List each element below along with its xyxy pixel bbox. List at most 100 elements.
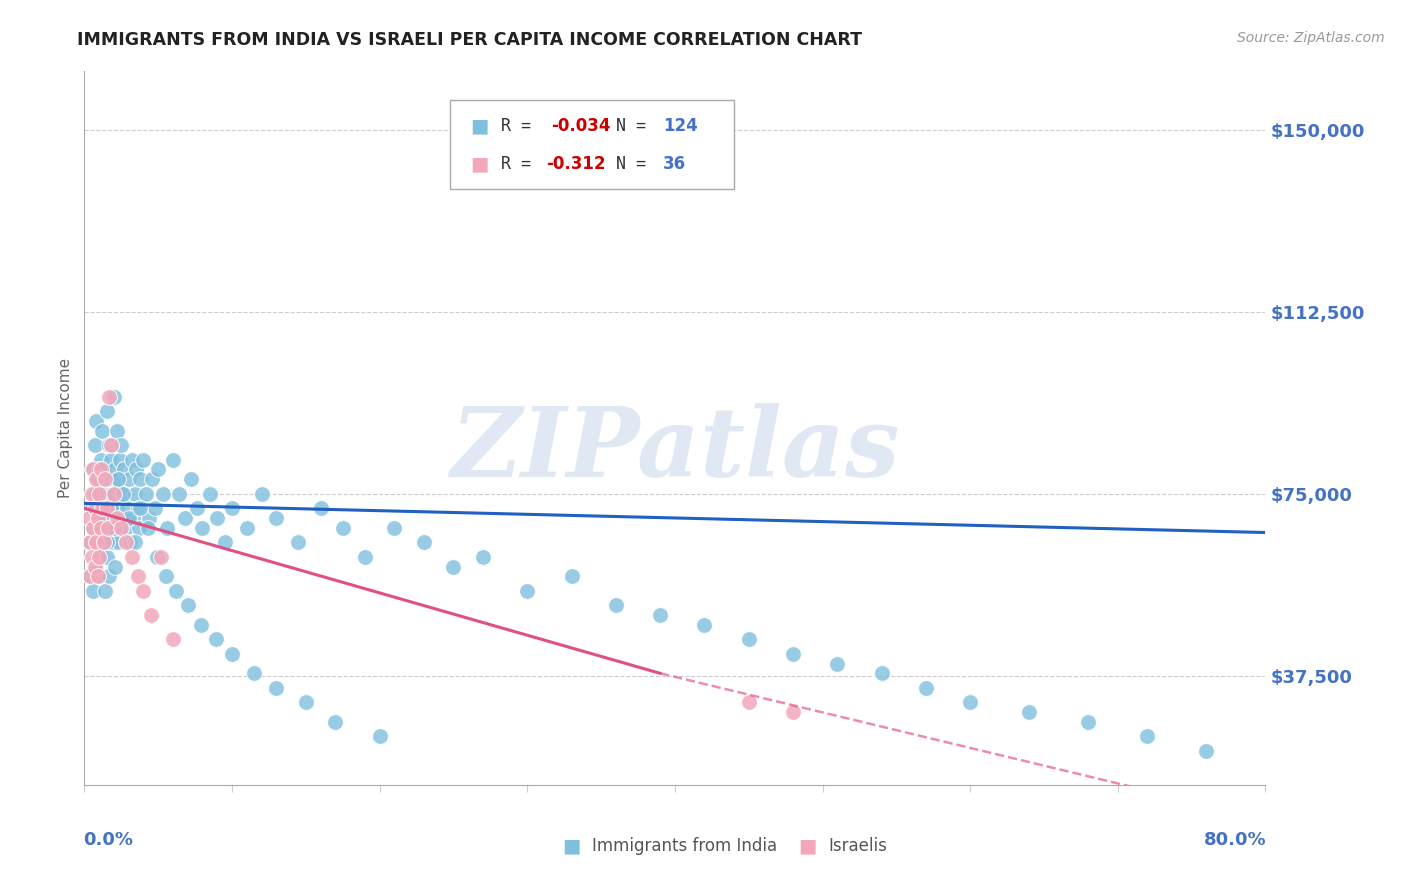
Point xyxy=(87,549,111,564)
Point xyxy=(103,486,125,500)
Point xyxy=(118,511,141,525)
Point xyxy=(100,501,122,516)
Point xyxy=(132,583,155,598)
Point xyxy=(332,521,354,535)
Point xyxy=(413,535,436,549)
Point xyxy=(121,452,143,467)
Point xyxy=(186,501,208,516)
Text: 36: 36 xyxy=(664,155,686,173)
Point xyxy=(77,511,100,525)
Point xyxy=(100,452,122,467)
Point xyxy=(150,549,173,564)
Point xyxy=(368,730,391,744)
Point xyxy=(782,705,804,719)
Point xyxy=(309,501,332,516)
Text: ■: ■ xyxy=(471,117,489,136)
Point xyxy=(86,535,108,549)
Point xyxy=(118,472,141,486)
Point xyxy=(84,414,107,428)
FancyBboxPatch shape xyxy=(450,100,734,189)
Point xyxy=(143,501,166,516)
Point xyxy=(90,462,112,476)
Point xyxy=(80,462,103,476)
Point xyxy=(84,472,107,486)
Point xyxy=(91,501,114,516)
Text: ZIPatlas: ZIPatlas xyxy=(450,402,900,497)
Text: ■: ■ xyxy=(562,836,581,855)
Point xyxy=(86,511,108,525)
Point xyxy=(156,521,179,535)
Point xyxy=(97,521,120,535)
Point xyxy=(98,438,121,452)
Point xyxy=(127,501,149,516)
Point xyxy=(94,472,117,486)
Point xyxy=(121,549,143,564)
Point xyxy=(80,501,103,516)
Point xyxy=(82,583,104,598)
Point xyxy=(87,462,111,476)
Point xyxy=(191,521,214,535)
Point xyxy=(111,486,134,500)
Point xyxy=(190,617,212,632)
Point xyxy=(77,535,100,549)
Point xyxy=(148,462,170,476)
Point xyxy=(103,521,125,535)
Point xyxy=(266,511,288,525)
Point xyxy=(1195,744,1218,758)
Point xyxy=(82,462,104,476)
Point xyxy=(167,486,190,500)
Text: 0.0%: 0.0% xyxy=(83,831,134,849)
Point xyxy=(100,438,122,452)
Point xyxy=(90,549,112,564)
Point xyxy=(114,535,136,549)
Text: -0.312: -0.312 xyxy=(546,155,606,173)
Point xyxy=(605,599,627,613)
Text: Immigrants from India: Immigrants from India xyxy=(592,837,778,855)
Point xyxy=(91,501,114,516)
Point xyxy=(141,472,163,486)
Point xyxy=(180,472,202,486)
Point xyxy=(122,511,145,525)
Point xyxy=(105,511,128,525)
Point xyxy=(214,535,236,549)
Point xyxy=(738,632,761,647)
Point xyxy=(236,521,259,535)
Point xyxy=(96,535,118,549)
Text: R =: R = xyxy=(502,155,531,173)
Point xyxy=(96,501,118,516)
Point xyxy=(127,569,149,583)
Point xyxy=(165,583,187,598)
Point xyxy=(105,424,128,438)
Point xyxy=(128,521,150,535)
Point xyxy=(870,666,893,681)
Point xyxy=(162,632,184,647)
Point xyxy=(97,521,120,535)
Point xyxy=(111,486,134,500)
Point xyxy=(145,549,167,564)
Point xyxy=(177,599,200,613)
Point xyxy=(94,583,117,598)
Point xyxy=(959,695,981,709)
Point xyxy=(107,472,129,486)
Point xyxy=(84,559,107,574)
Point xyxy=(98,390,121,404)
Point xyxy=(472,549,495,564)
Point xyxy=(295,695,318,709)
Point xyxy=(354,549,377,564)
Point xyxy=(83,559,105,574)
Point xyxy=(80,486,103,500)
Text: 80.0%: 80.0% xyxy=(1204,831,1267,849)
Point xyxy=(221,647,243,661)
Point xyxy=(114,521,136,535)
Text: Source: ZipAtlas.com: Source: ZipAtlas.com xyxy=(1237,31,1385,45)
Point xyxy=(91,424,114,438)
Point xyxy=(561,569,583,583)
Point xyxy=(84,486,107,500)
Point xyxy=(93,535,115,549)
Point xyxy=(204,632,226,647)
Point xyxy=(84,535,107,549)
Point xyxy=(1077,714,1099,729)
Point xyxy=(135,486,157,500)
Point xyxy=(325,714,347,729)
Point xyxy=(136,521,159,535)
